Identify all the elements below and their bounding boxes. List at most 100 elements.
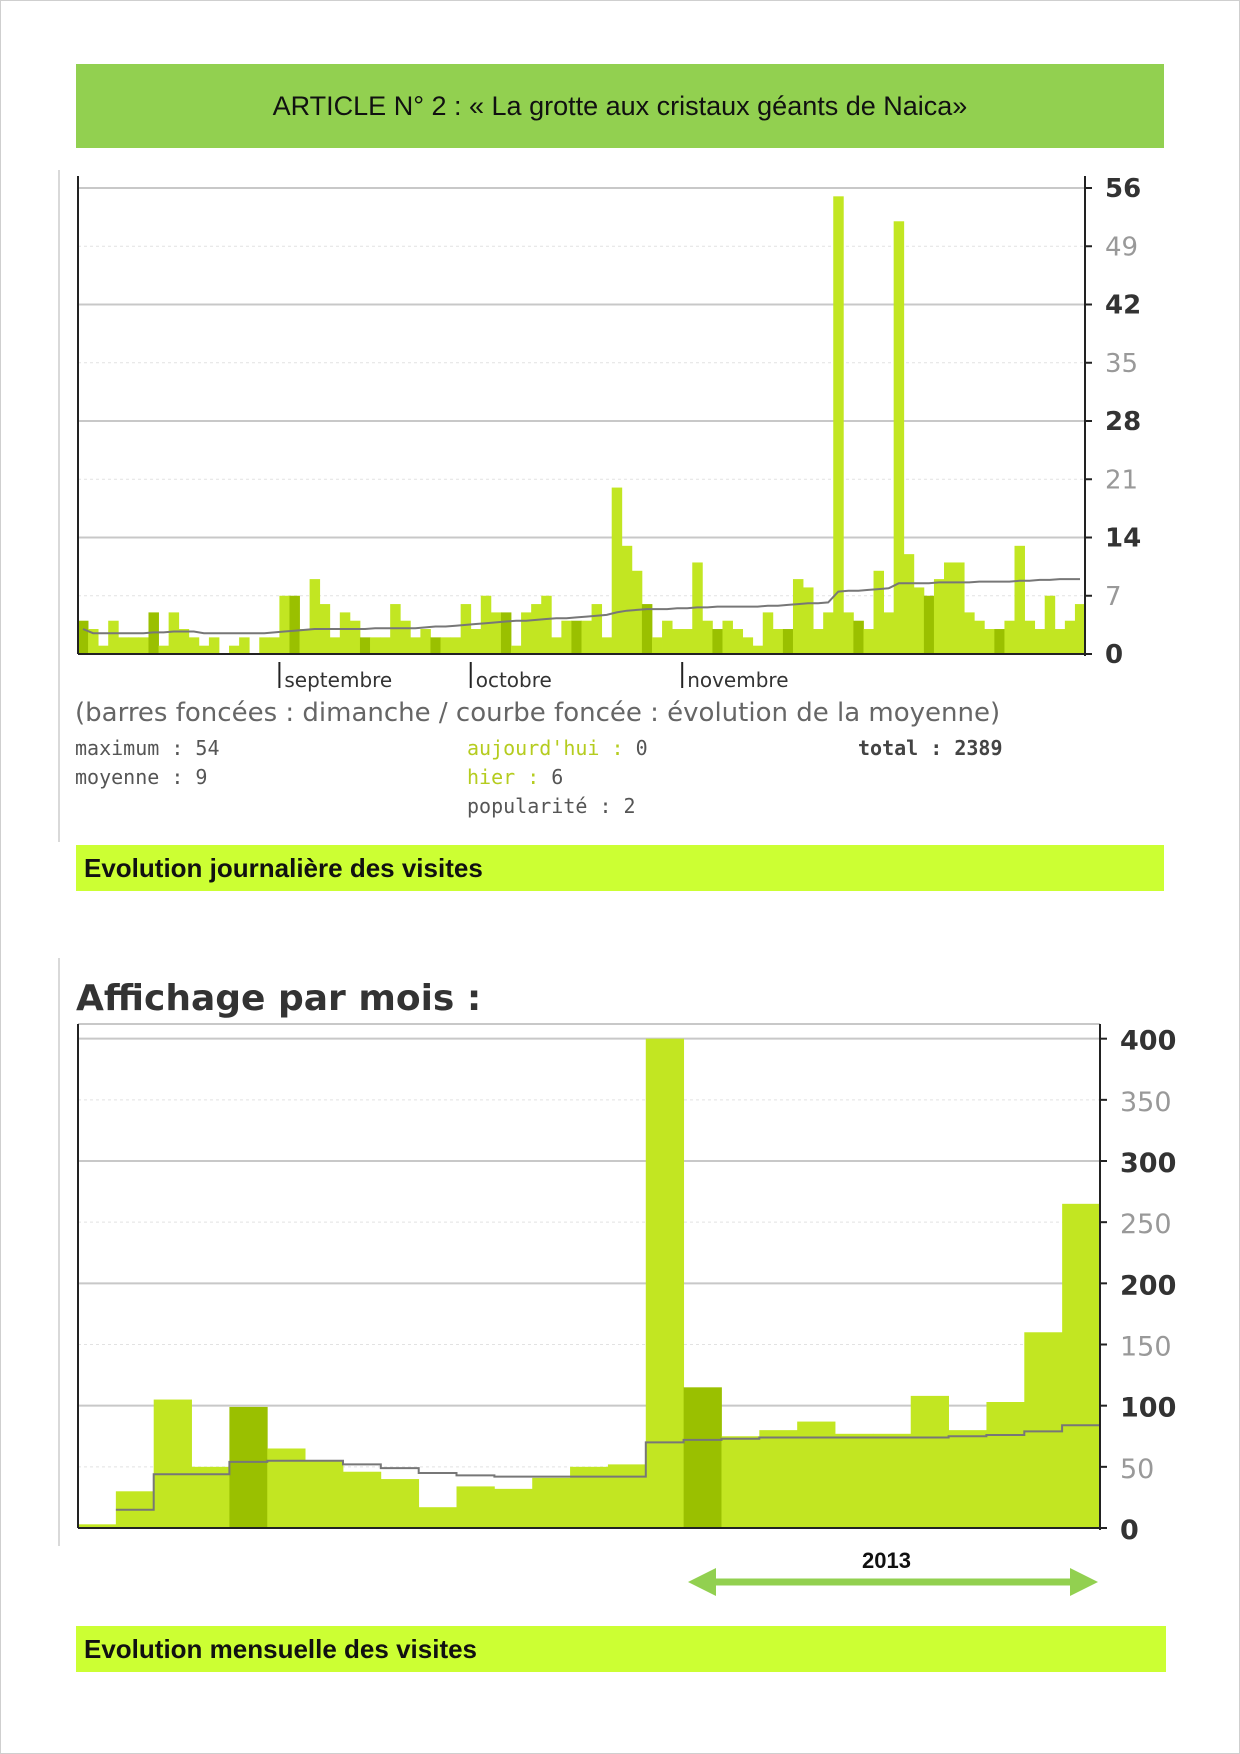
daily-bar	[1064, 620, 1076, 654]
daily-caption-banner: Evolution journalière des visites	[76, 845, 1164, 891]
daily-bar	[944, 562, 955, 654]
daily-bar	[299, 629, 311, 654]
daily-bar	[339, 612, 351, 654]
stat-popularite: popularité : 2	[467, 794, 636, 818]
daily-bar	[843, 612, 854, 654]
daily-sunday-bar	[289, 595, 300, 654]
daily-month-label: septembre	[284, 668, 392, 692]
daily-bar	[873, 570, 884, 654]
daily-sunday-bar	[923, 595, 935, 654]
stat-moyenne-value: 9	[195, 765, 208, 789]
daily-bar	[883, 612, 895, 654]
daily-bar	[188, 637, 200, 654]
stat-aujourdhui: aujourd'hui : 0	[467, 736, 648, 760]
daily-bar	[158, 645, 170, 654]
daily-bar	[581, 620, 592, 654]
daily-bar	[964, 612, 975, 654]
daily-bar	[198, 645, 210, 654]
daily-bar	[833, 196, 844, 655]
monthly-bar	[78, 1524, 117, 1528]
daily-bar	[259, 637, 270, 654]
daily-bar	[450, 637, 462, 654]
daily-y-tick-label: 49	[1105, 232, 1138, 262]
daily-bar	[400, 620, 411, 654]
daily-bar	[954, 562, 965, 654]
daily-bar	[1054, 629, 1066, 654]
daily-bar	[933, 579, 945, 654]
daily-bar	[470, 629, 482, 654]
monthly-y-tick-label: 400	[1120, 1026, 1176, 1057]
stat-moyenne-label: moyenne :	[75, 765, 184, 789]
stat-total: total : 2389	[858, 736, 1003, 760]
daily-bar	[561, 620, 572, 654]
monthly-caption-banner: Evolution mensuelle des visites	[76, 1626, 1166, 1672]
monthly-y-tick-label: 250	[1120, 1209, 1172, 1240]
monthly-dark-bar	[229, 1406, 268, 1528]
daily-bar	[410, 637, 421, 654]
daily-sunday-bar	[782, 629, 794, 654]
daily-bar	[128, 637, 139, 654]
daily-bar	[239, 637, 250, 654]
year-arrow-right-head	[1070, 1568, 1098, 1596]
daily-sunday-bar	[78, 620, 89, 654]
daily-bar	[792, 579, 804, 654]
daily-bar	[480, 595, 492, 654]
daily-bar	[913, 587, 925, 654]
daily-bar	[984, 629, 995, 654]
daily-bar	[138, 637, 149, 654]
daily-y-tick-label: 56	[1105, 174, 1141, 204]
daily-y-tick-label: 42	[1105, 291, 1141, 321]
daily-month-label: octobre	[476, 668, 552, 692]
monthly-y-tick-label: 350	[1120, 1087, 1172, 1118]
daily-bar	[803, 587, 814, 654]
stat-maximum-label: maximum :	[75, 736, 184, 760]
monthly-bar	[872, 1433, 912, 1528]
daily-bar	[672, 629, 683, 654]
monthly-visits-chart: 0 50 100 150 200 250 300 350 400	[77, 1023, 1176, 1596]
monthly-y-tick-label: 150	[1120, 1332, 1172, 1363]
daily-bar	[309, 579, 321, 654]
monthly-average-line	[115, 1424, 1100, 1511]
daily-bar	[420, 629, 431, 654]
stat-aujourdhui-label: aujourd'hui :	[467, 736, 624, 760]
monthly-bar	[948, 1430, 987, 1528]
daily-bar	[108, 620, 119, 654]
monthly-bar	[532, 1477, 571, 1528]
daily-bar	[702, 620, 713, 654]
daily-y-tick-label: 14	[1105, 524, 1141, 554]
daily-sunday-bar	[500, 612, 512, 654]
daily-bar	[531, 604, 542, 654]
daily-bar	[762, 612, 774, 654]
daily-y-tick-label: 28	[1105, 407, 1141, 437]
daily-sunday-bar	[571, 620, 582, 654]
monthly-bar	[380, 1479, 420, 1528]
monthly-bar	[494, 1488, 533, 1528]
daily-bar	[813, 629, 824, 654]
stat-popularite-value: 2	[623, 794, 636, 818]
daily-bar	[460, 604, 472, 654]
stat-total-value: 2389	[954, 736, 1003, 760]
daily-bar	[732, 629, 744, 654]
daily-bar	[178, 629, 190, 654]
daily-bar	[98, 645, 109, 654]
daily-bar	[229, 645, 240, 654]
daily-bar	[682, 629, 693, 654]
daily-bar	[591, 604, 603, 654]
daily-bar	[863, 629, 874, 654]
daily-bar	[621, 545, 633, 654]
daily-chart-legend: (barres foncées : dimanche / courbe fonc…	[75, 698, 1001, 728]
monthly-left-rule	[58, 958, 60, 1546]
stat-maximum: maximum : 54	[75, 736, 220, 760]
daily-visits-chart: 0 7 14 21 28 35 42 49 56 septembre octobre novembre	[77, 174, 1141, 692]
daily-bar	[1004, 620, 1015, 654]
daily-bar	[1034, 629, 1046, 654]
daily-bar	[168, 612, 180, 654]
daily-sunday-bar	[994, 629, 1005, 654]
daily-y-tick-label: 35	[1105, 349, 1138, 379]
stat-hier-value: 6	[551, 765, 564, 789]
daily-bar	[349, 620, 361, 654]
daily-y-tick-label: 0	[1105, 640, 1123, 670]
daily-bar	[631, 570, 643, 654]
monthly-bar	[267, 1448, 306, 1528]
daily-sunday-bar	[641, 604, 653, 654]
